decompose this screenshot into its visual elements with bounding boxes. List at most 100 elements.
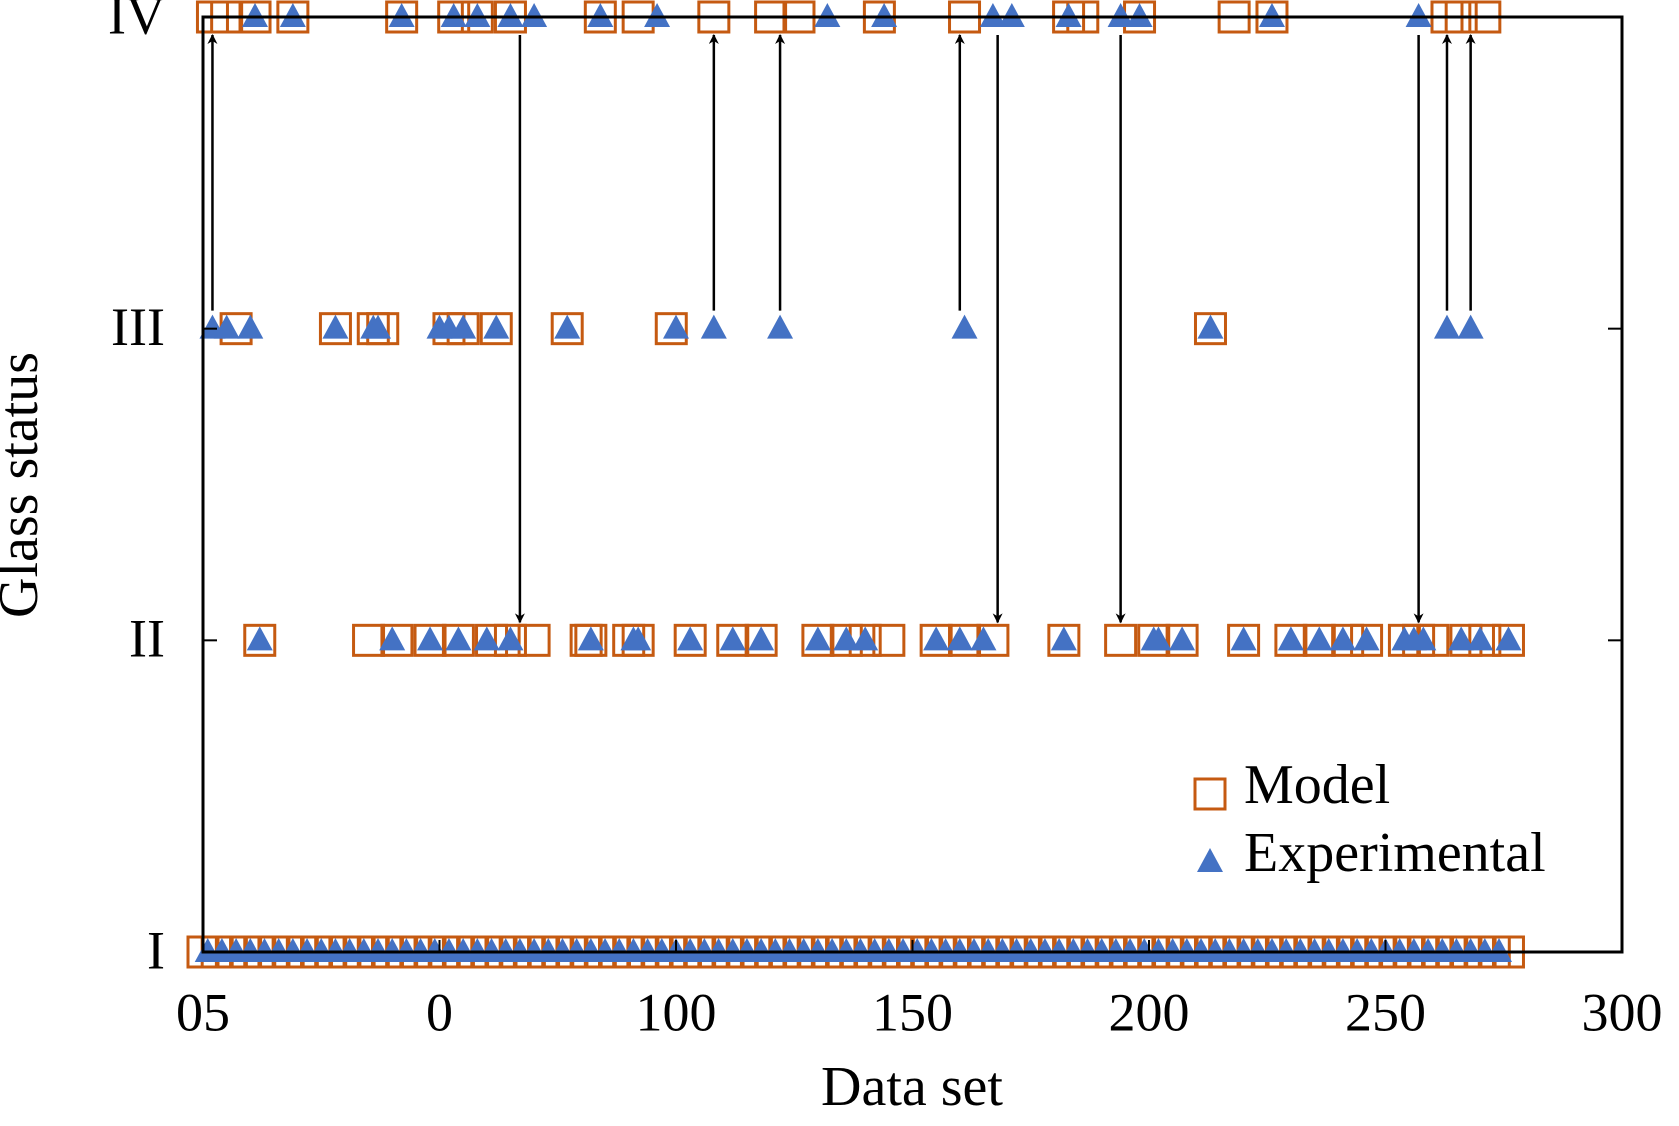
experimental-marker xyxy=(814,3,841,27)
experimental-marker xyxy=(521,3,548,27)
y-tick-label: III xyxy=(111,297,165,357)
model-marker xyxy=(550,312,584,346)
experimental-marker xyxy=(1329,626,1356,651)
experimental-marker xyxy=(1486,938,1513,962)
legend-label: Model xyxy=(1244,754,1390,816)
experimental-marker xyxy=(946,626,973,651)
x-tick-label: 100 xyxy=(636,982,717,1042)
experimental-marker xyxy=(237,314,264,339)
model-marker xyxy=(493,623,527,657)
experimental-marker xyxy=(379,626,406,651)
experimental-marker xyxy=(587,3,614,27)
model-marker xyxy=(716,623,750,657)
experimental-marker xyxy=(1467,626,1494,651)
experimental-marker xyxy=(1230,626,1257,651)
y-axis-label: Glass status xyxy=(0,352,50,618)
x-tick-label: 300 xyxy=(1582,982,1663,1042)
experimental-marker xyxy=(445,626,472,651)
model-marker xyxy=(1468,623,1502,657)
experimental-marker xyxy=(1495,626,1522,651)
experimental-marker xyxy=(417,626,444,651)
experimental-marker xyxy=(1050,626,1077,651)
experimental-marker xyxy=(365,314,392,339)
model-marker xyxy=(352,623,386,657)
experimental-marker xyxy=(1433,314,1460,339)
experimental-marker xyxy=(497,3,524,27)
model-marker xyxy=(1047,623,1081,657)
model-marker xyxy=(919,623,953,657)
experimental-marker xyxy=(833,626,860,651)
model-marker xyxy=(654,312,688,346)
experimental-marker xyxy=(748,626,775,651)
experimental-marker xyxy=(1169,626,1196,651)
model-marker xyxy=(574,623,608,657)
experimental-marker xyxy=(322,314,349,339)
experimental-marker xyxy=(440,3,467,27)
experimental-marker xyxy=(1353,626,1380,651)
experimental-marker xyxy=(1055,3,1082,27)
legend-label: Experimental xyxy=(1244,822,1546,884)
experimental-marker xyxy=(719,626,746,651)
experimental-marker xyxy=(1306,626,1333,651)
experimental-marker xyxy=(871,3,898,27)
experimental-marker xyxy=(1145,626,1172,651)
experimental-marker xyxy=(923,626,950,651)
model-marker xyxy=(517,623,551,657)
experimental-marker xyxy=(1107,3,1134,27)
model-marker xyxy=(621,623,655,657)
y-tick-label: IV xyxy=(108,0,165,45)
model-marker xyxy=(1274,623,1308,657)
experimental-marker xyxy=(767,314,794,339)
x-tick-label: 05 xyxy=(176,982,230,1042)
model-marker xyxy=(1137,623,1171,657)
plot-frame xyxy=(201,15,1624,954)
experimental-marker xyxy=(663,314,689,339)
experimental-marker xyxy=(1405,3,1432,27)
y-tick-label: II xyxy=(129,609,165,669)
experimental-marker xyxy=(677,626,704,651)
model-marker xyxy=(1193,312,1227,346)
experimental-marker xyxy=(213,314,240,339)
experimental-marker xyxy=(279,3,306,27)
experimental-marker xyxy=(497,626,524,651)
x-tick-label: 250 xyxy=(1345,982,1426,1042)
y-tick-label: I xyxy=(147,920,165,980)
experimental-marker xyxy=(388,3,415,27)
x-tick-label: 150 xyxy=(872,982,953,1042)
model-marker xyxy=(1165,623,1199,657)
experimental-marker xyxy=(979,3,1006,27)
model-marker xyxy=(1350,623,1384,657)
experimental-marker xyxy=(1410,626,1437,651)
model-marker xyxy=(441,623,475,657)
experimental-marker xyxy=(554,314,581,339)
experimental-marker xyxy=(644,3,671,27)
experimental-marker xyxy=(804,626,831,651)
model-marker xyxy=(479,312,513,346)
model-marker xyxy=(243,623,277,657)
model-marker xyxy=(1491,623,1525,657)
legend-marker xyxy=(1193,777,1227,811)
experimental-marker xyxy=(998,3,1025,27)
experimental-marker xyxy=(246,626,273,651)
model-marker xyxy=(1104,623,1138,657)
experimental-marker xyxy=(1197,314,1224,339)
experimental-marker xyxy=(700,314,727,339)
experimental-marker xyxy=(1457,314,1484,339)
model-marker xyxy=(744,623,778,657)
model-marker xyxy=(673,623,707,657)
experimental-marker xyxy=(483,314,510,339)
model-marker xyxy=(380,623,414,657)
experimental-marker xyxy=(473,626,500,651)
model-marker xyxy=(318,312,352,346)
model-marker xyxy=(801,623,835,657)
experimental-marker xyxy=(625,626,652,651)
x-tick-label: 0 xyxy=(426,982,453,1042)
experimental-marker xyxy=(970,626,997,651)
experimental-marker xyxy=(1277,626,1304,651)
x-axis-label: Data set xyxy=(821,1056,1003,1118)
experimental-marker xyxy=(1258,3,1285,27)
experimental-marker xyxy=(464,3,491,27)
model-marker xyxy=(413,623,447,657)
experimental-marker xyxy=(1448,626,1475,651)
